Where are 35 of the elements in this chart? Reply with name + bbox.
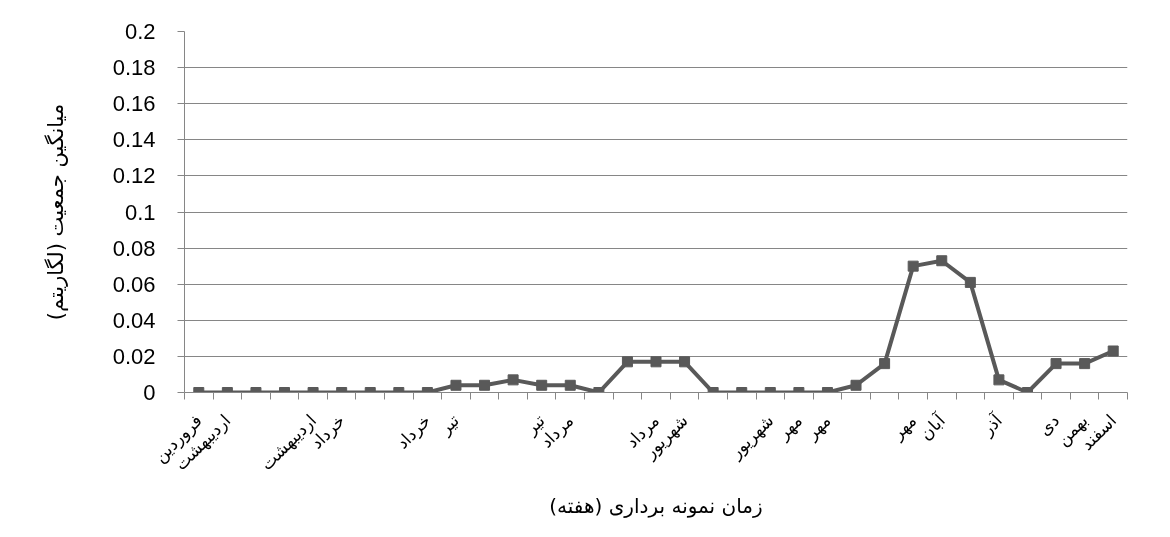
- y-tick-label: 0.08: [112, 235, 156, 261]
- x-tick-label: مهر: [886, 410, 921, 445]
- point: [1050, 358, 1062, 370]
- x-tick-label: خرداد: [392, 410, 435, 453]
- y-tick-label: 0.14: [112, 127, 156, 153]
- point: [621, 356, 633, 368]
- y-tick-label: 0: [143, 380, 156, 405]
- point: [450, 379, 462, 391]
- point: [1107, 345, 1119, 357]
- point: [679, 356, 691, 368]
- x-axis-title: زمان نمونه برداری (هفته): [549, 494, 763, 519]
- point: [1079, 358, 1091, 370]
- x-tick-label: تیر: [434, 410, 464, 439]
- y-tick-label: 0.18: [112, 55, 156, 81]
- point: [650, 356, 662, 368]
- y-tick-label: 0.1: [124, 199, 156, 225]
- point: [536, 379, 548, 391]
- y-tick-label: 0.06: [112, 271, 156, 297]
- point: [936, 255, 948, 267]
- point: [564, 379, 576, 391]
- y-tick-label: 0.12: [112, 163, 156, 189]
- x-tick-label: آذر: [975, 408, 1007, 440]
- point: [993, 374, 1005, 386]
- point: [964, 276, 976, 288]
- y-tick-label: 0.04: [112, 307, 156, 333]
- y-axis-title: میانگین جمعیت (لگاریتم): [43, 103, 69, 321]
- point: [879, 358, 891, 370]
- x-tick-label: دی: [1034, 410, 1064, 440]
- point: [850, 379, 862, 391]
- point: [507, 374, 519, 386]
- y-tick-label: 0.2: [124, 19, 156, 44]
- y-tick-label: 0.02: [112, 343, 156, 369]
- y-tick-label: 0.16: [112, 91, 156, 117]
- point: [479, 379, 491, 391]
- point: [907, 260, 919, 272]
